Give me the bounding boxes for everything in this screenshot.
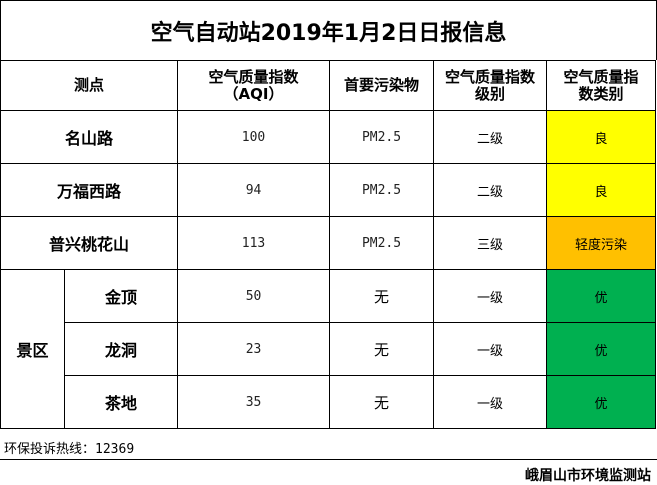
table-row: 名山路 100 PM2.5 二级 良 (0, 110, 657, 164)
aqi-category: 良 (546, 110, 657, 164)
site-name: 茶地 (63, 375, 179, 429)
table-row: 茶地 35 无 一级 优 (1, 375, 657, 429)
primary-pollutant: 无 (329, 375, 435, 429)
aqi-level: 二级 (433, 163, 548, 217)
primary-pollutant: 无 (329, 322, 435, 376)
aqi-value: 23 (177, 322, 331, 376)
aqi-category: 优 (546, 269, 657, 323)
scenic-group-label: 景区 (0, 269, 65, 429)
primary-pollutant: PM2.5 (329, 163, 435, 217)
table-row: 普兴桃花山 113 PM2.5 三级 轻度污染 (0, 216, 657, 270)
hotline-number: 12369 (95, 442, 135, 457)
site-name: 龙洞 (63, 322, 179, 376)
site-name: 普兴桃花山 (0, 216, 179, 270)
aqi-table: 测点 空气质量指数 （AQI） 首要污染物 空气质量指数 级别 空气质量指 数类… (0, 60, 657, 429)
aqi-category: 良 (546, 163, 657, 217)
primary-pollutant: PM2.5 (329, 216, 435, 270)
complaint-hotline: 环保投诉热线：12369 (4, 438, 134, 457)
aqi-value: 100 (177, 110, 331, 164)
table-row: 龙洞 23 无 一级 优 (1, 322, 657, 376)
header-pollutant: 首要污染物 (329, 60, 435, 111)
primary-pollutant: PM2.5 (329, 110, 435, 164)
hotline-label: 环保投诉热线： (4, 442, 96, 457)
aqi-value: 35 (177, 375, 331, 429)
aqi-value: 50 (177, 269, 331, 323)
header-category: 空气质量指 数类别 (546, 60, 657, 111)
aqi-level: 一级 (433, 269, 548, 323)
header-level-line1: 空气质量指数 (445, 67, 536, 86)
header-level-line2: 级别 (475, 84, 506, 103)
site-name: 名山路 (0, 110, 179, 164)
header-category-line1: 空气质量指 (563, 67, 639, 86)
aqi-level: 二级 (433, 110, 548, 164)
table-row: 万福西路 94 PM2.5 二级 良 (0, 163, 657, 217)
aqi-category: 优 (546, 322, 657, 376)
header-site: 测点 (0, 60, 179, 111)
site-name: 金顶 (63, 269, 179, 323)
primary-pollutant: 无 (329, 269, 435, 323)
aqi-level: 一级 (433, 322, 548, 376)
site-name: 万福西路 (0, 163, 179, 217)
header-aqi-line2: （AQI） (223, 84, 284, 103)
table-header-row: 测点 空气质量指数 （AQI） 首要污染物 空气质量指数 级别 空气质量指 数类… (0, 60, 657, 111)
aqi-value: 113 (177, 216, 331, 270)
aqi-level: 三级 (433, 216, 548, 270)
footer-divider (0, 459, 657, 460)
header-level: 空气质量指数 级别 (433, 60, 548, 111)
report-title: 空气自动站2019年1月2日日报信息 (0, 0, 657, 60)
aqi-category: 优 (546, 375, 657, 429)
header-aqi-line1: 空气质量指数 (208, 67, 299, 86)
aqi-value: 94 (177, 163, 331, 217)
aqi-level: 一级 (433, 375, 548, 429)
table-row: 景区 金顶 50 无 一级 优 (0, 269, 657, 429)
organization-name: 峨眉山市环境监测站 (525, 468, 651, 484)
header-category-line2: 数类别 (578, 84, 624, 103)
aqi-category: 轻度污染 (546, 216, 657, 270)
header-aqi: 空气质量指数 （AQI） (177, 60, 331, 111)
